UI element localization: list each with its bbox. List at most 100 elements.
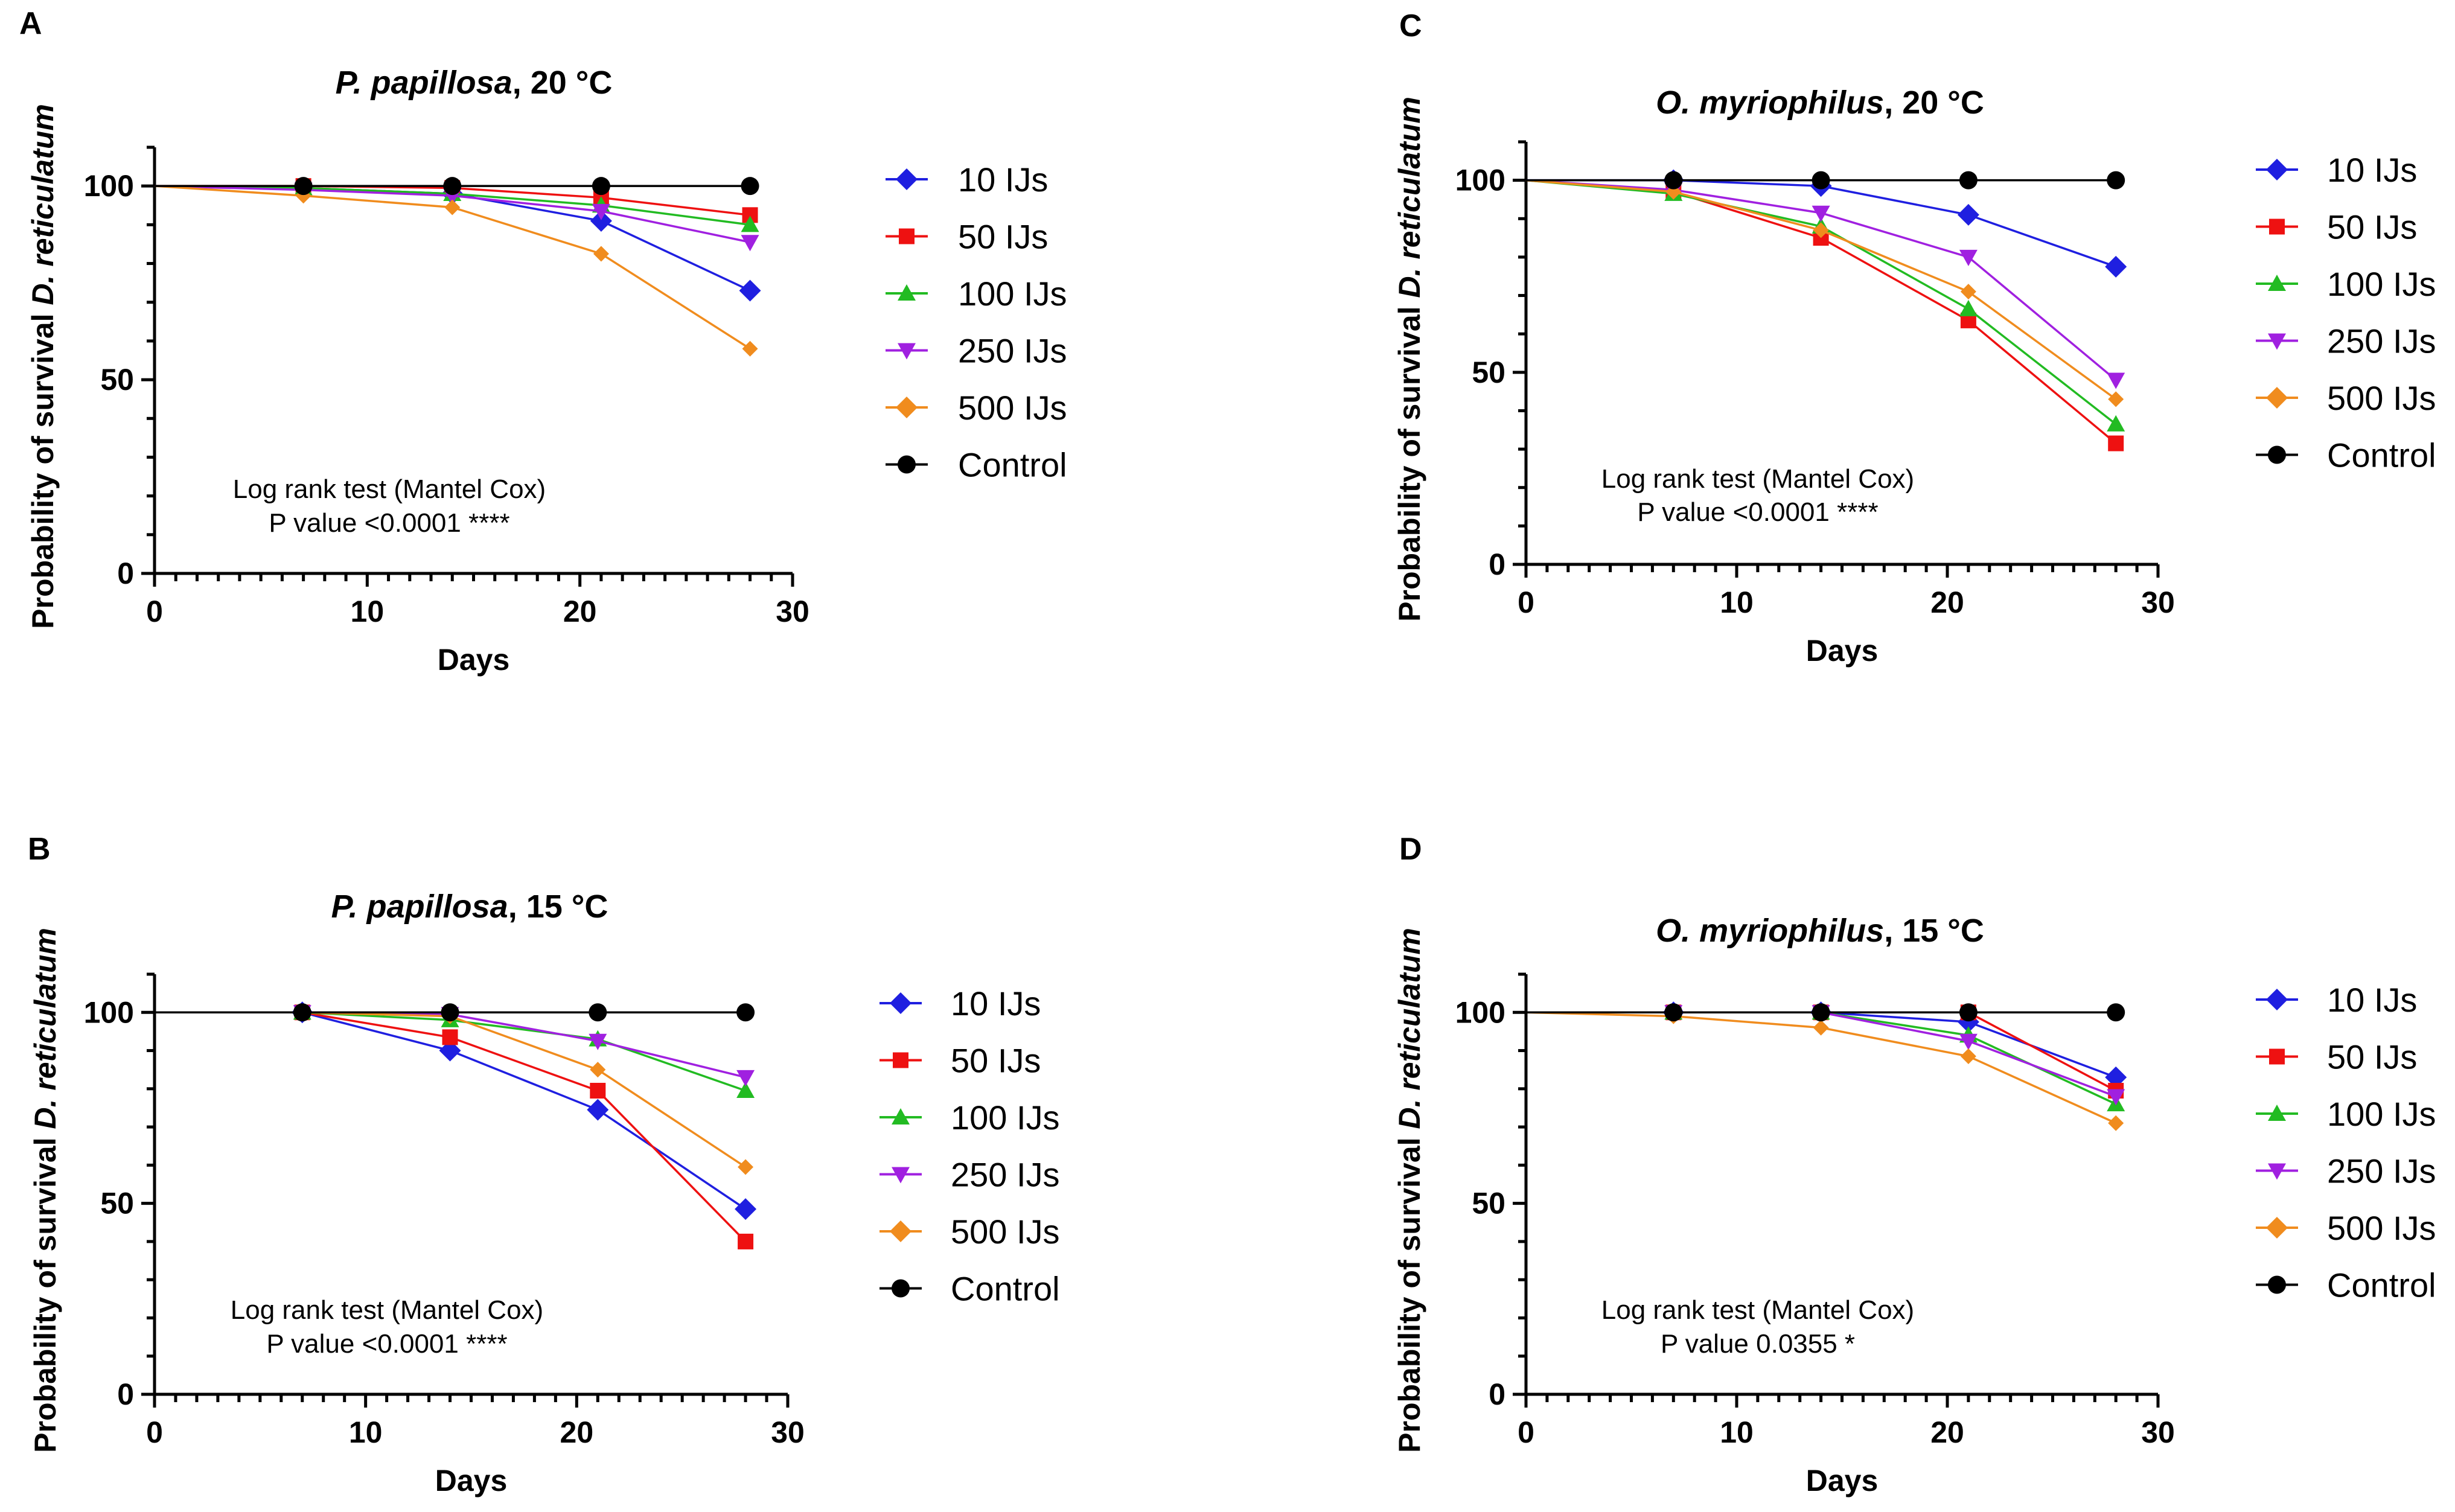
data-point-control (1664, 171, 1683, 190)
y-axis-label-text: Probability of survival (1393, 1129, 1426, 1453)
legend-marker (2266, 989, 2288, 1010)
x-tick-label: 20 (1930, 1415, 1964, 1449)
data-point-100-ijs (741, 215, 759, 232)
x-axis-label: Days (438, 643, 510, 677)
chart-title-temperature: , 20 °C (1884, 85, 1984, 121)
data-point-500-ijs (2108, 1115, 2124, 1131)
legend-entry: Control (880, 1270, 1060, 1308)
data-point-250-ijs (1812, 205, 1830, 222)
legend-label: 250 IJs (958, 332, 1067, 370)
data-point-10-ijs (2105, 255, 2127, 278)
data-point-control (1812, 1003, 1830, 1022)
x-tick-label: 0 (1518, 1415, 1534, 1449)
y-axis-label: Probability of survival D. reticulatum (28, 928, 62, 1453)
x-tick-label: 10 (349, 1415, 383, 1449)
legend-marker (892, 1279, 910, 1298)
y-tick-label: 0 (1489, 547, 1505, 581)
legend-marker (2266, 1217, 2288, 1239)
data-point-100-ijs (736, 1081, 755, 1098)
legend-entry: 500 IJs (886, 389, 1067, 427)
data-point-10-ijs (439, 1039, 461, 1062)
legend-marker (890, 992, 911, 1014)
legend-marker (2268, 1105, 2286, 1121)
legend-label: 100 IJs (2327, 265, 2436, 303)
chart-title-temperature: , 20 °C (512, 65, 613, 101)
chart-panel-b: B P. papillosa, 15 °C 0 50 100 0 10 20 30 Days Pro… (28, 832, 1060, 1498)
y-tick-label: 50 (1472, 1187, 1505, 1220)
legend-label: 500 IJs (958, 389, 1067, 427)
legend-marker (2268, 333, 2286, 350)
legend-label: 100 IJs (2327, 1095, 2436, 1133)
legend-marker (2269, 219, 2285, 235)
data-point-500-ijs (742, 340, 758, 357)
legend-marker (892, 1167, 910, 1184)
data-point-250-ijs (589, 1033, 607, 1050)
y-tick-label: 50 (100, 1187, 134, 1220)
legend-marker (2268, 1275, 2286, 1294)
data-point-control (1812, 171, 1830, 190)
data-point-500-ijs (1960, 1048, 1976, 1065)
data-point-control (741, 177, 759, 196)
chart-title-temperature: , 15 °C (1884, 913, 1984, 949)
legend-entry: 10 IJs (2256, 981, 2417, 1019)
legend-marker (893, 1052, 908, 1068)
legend-entry: 250 IJs (880, 1156, 1060, 1194)
y-tick-label: 0 (117, 557, 134, 590)
y-axis-label: Probability of survival D. reticulatum (26, 104, 60, 629)
legend-label: 250 IJs (2327, 322, 2436, 360)
legend-entry: Control (2256, 1266, 2436, 1304)
legend-entry: 50 IJs (886, 218, 1048, 256)
x-tick-label: 30 (2141, 585, 2175, 619)
legend-entry: 500 IJs (2256, 379, 2436, 417)
legend-entry: Control (2256, 436, 2436, 474)
panel-letter: C (1399, 8, 1422, 43)
data-point-50-ijs (738, 1233, 754, 1249)
data-point-250-ijs (592, 203, 610, 220)
legend-label: 250 IJs (2327, 1152, 2436, 1190)
data-point-250-ijs (736, 1070, 755, 1086)
y-axis-label-species: D. reticulatum (26, 104, 60, 305)
legend-label: Control (2327, 436, 2436, 474)
x-axis-label: Days (1806, 634, 1879, 668)
legend-label: 50 IJs (951, 1042, 1041, 1080)
legend-marker (2268, 1163, 2286, 1180)
data-point-250-ijs (2107, 1089, 2125, 1106)
legend-entry: 100 IJs (2256, 265, 2436, 303)
data-point-50-ijs (442, 1029, 458, 1045)
data-point-50-ijs (2108, 435, 2124, 451)
y-axis-label: Probability of survival D. reticulatum (1393, 97, 1426, 622)
stats-annotation-line1: Log rank test (Mantel Cox) (233, 474, 546, 504)
data-point-control (592, 177, 610, 196)
data-point-500-ijs (1813, 222, 1829, 238)
data-point-control (1959, 171, 1978, 190)
legend-marker (898, 284, 916, 301)
y-axis-label-text: Probability of survival (26, 305, 60, 629)
stats-annotation-line1: Log rank test (Mantel Cox) (1601, 464, 1914, 494)
data-point-control (443, 177, 462, 196)
legend-label: 100 IJs (951, 1099, 1060, 1137)
chart-title: P. papillosa, 15 °C (331, 888, 608, 925)
y-tick-label: 0 (1489, 1377, 1505, 1411)
x-tick-label: 10 (1720, 1415, 1754, 1449)
legend-entry: 50 IJs (2256, 208, 2417, 246)
legend-entry: 500 IJs (880, 1213, 1060, 1251)
stats-annotation-line2: P value <0.0001 **** (266, 1329, 507, 1359)
chart-panel-d: D O. myriophilus, 15 °C 0 50 100 0 10 20 30 Days P… (1393, 832, 2436, 1498)
x-tick-label: 30 (776, 595, 809, 628)
y-axis-label: Probability of survival D. reticulatum (1393, 928, 1426, 1453)
chart-title: O. myriophilus, 20 °C (1656, 85, 1984, 121)
data-point-10-ijs (739, 279, 761, 302)
legend-marker (2268, 275, 2286, 291)
chart-title-species: P. papillosa (336, 65, 512, 101)
data-point-10-ijs (590, 209, 612, 232)
chart-panel-a: A P. papillosa, 20 °C 0 50 100 0 10 20 30 Days Pro… (19, 6, 1067, 677)
data-point-100-ijs (1959, 299, 1978, 316)
legend-entry: 250 IJs (2256, 1152, 2436, 1190)
data-point-control (293, 1003, 311, 1022)
y-axis-label-species: D. reticulatum (1393, 928, 1426, 1129)
y-tick-label: 50 (1472, 356, 1505, 389)
legend-label: Control (951, 1270, 1060, 1308)
legend-label: 500 IJs (951, 1213, 1060, 1251)
legend-marker (896, 168, 918, 190)
